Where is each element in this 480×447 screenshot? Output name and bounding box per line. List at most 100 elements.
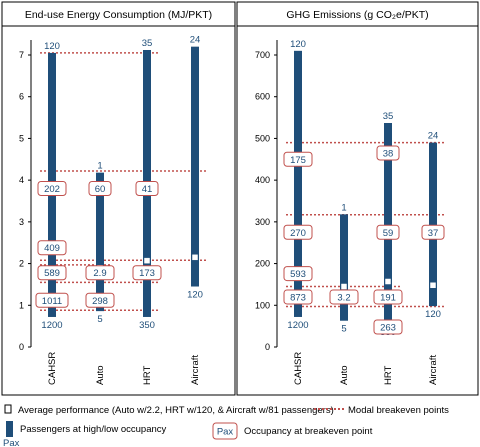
average-marker bbox=[385, 278, 391, 285]
occupancy-label: 2.9 bbox=[93, 268, 106, 279]
top-pax-label: 1 bbox=[97, 161, 102, 172]
range-bar-aircraft bbox=[429, 142, 437, 307]
y-tick-label: 600 bbox=[255, 92, 270, 102]
category-label: CAHSR bbox=[47, 352, 58, 385]
y-tick-label: 500 bbox=[255, 133, 270, 143]
top-pax-label: 1 bbox=[341, 202, 346, 213]
energy-chart: 0 1 2 3 4 5 6 7 120 1200 CAHSR 1 5 Auto 35 350 HRT 24 120 A… bbox=[19, 35, 207, 385]
y-tick-label: 400 bbox=[255, 175, 270, 185]
occupancy-box bbox=[85, 292, 115, 308]
range-bar-hrt bbox=[384, 122, 392, 325]
range-bar-cahsr bbox=[294, 50, 302, 317]
bottom-pax-label: 1200 bbox=[287, 320, 308, 331]
top-pax-label: 24 bbox=[190, 35, 201, 46]
legend-occupancy-swatch bbox=[212, 422, 238, 440]
legend-avg-swatch bbox=[4, 404, 12, 414]
category-label: CAHSR bbox=[293, 352, 304, 385]
occupancy-box bbox=[135, 180, 159, 196]
occupancy-box bbox=[373, 289, 403, 305]
category-label: HRT bbox=[383, 365, 394, 385]
left-title-box bbox=[1, 1, 236, 27]
occupancy-label: 1011 bbox=[42, 296, 62, 307]
occupancy-box bbox=[88, 180, 112, 196]
bottom-pax-label: 5 bbox=[341, 324, 346, 335]
legend-bar-swatch bbox=[6, 421, 13, 437]
occupancy-label: 3.2 bbox=[337, 292, 350, 303]
y-tick-label: 3 bbox=[19, 217, 24, 227]
occupancy-label: 41 bbox=[142, 184, 153, 195]
occupancy-label: 589 bbox=[44, 268, 60, 279]
y-tick-label: 1 bbox=[19, 300, 24, 310]
y-tick-label: 0 bbox=[19, 342, 24, 352]
occupancy-box bbox=[132, 265, 162, 281]
bottom-pax-label: 5 bbox=[97, 314, 102, 325]
occupancy-box bbox=[85, 265, 115, 281]
range-bar-aircraft bbox=[191, 46, 199, 287]
y-tick-label: 7 bbox=[19, 50, 24, 60]
legend-pax-small: Pax bbox=[3, 438, 20, 447]
occupancy-box bbox=[37, 180, 67, 196]
occupancy-label: 59 bbox=[383, 228, 394, 239]
legend-occupancy-label: Occupancy at breakeven point bbox=[244, 426, 373, 437]
y-tick-label: 100 bbox=[255, 300, 270, 310]
legend-bar-label: Passengers at high/low occupancy bbox=[20, 424, 167, 435]
occupancy-box bbox=[421, 224, 445, 240]
occupancy-box bbox=[37, 240, 67, 256]
occupancy-label: 873 bbox=[290, 292, 306, 303]
right-panel-frame bbox=[236, 1, 479, 396]
legend: Average performance (Auto w/2.2, HRT w/1… bbox=[3, 404, 449, 447]
category-label: Aircraft bbox=[428, 355, 439, 385]
left-chart-title: End-use Energy Consumption (MJ/PKT) bbox=[25, 9, 212, 21]
bottom-pax-label: 1200 bbox=[41, 320, 62, 331]
occupancy-box bbox=[376, 224, 400, 240]
occupancy-box bbox=[283, 151, 313, 167]
category-label: Auto bbox=[95, 365, 106, 385]
occupancy-box bbox=[37, 265, 67, 281]
legend-occupancy-pax: Pax bbox=[217, 427, 234, 438]
occupancy-label: 263 bbox=[380, 322, 396, 333]
occupancy-box bbox=[283, 289, 313, 305]
ghg-chart: 0 100 200 300 400 500 600 700 120 1200 CAHSR 1 5 Auto… bbox=[255, 39, 445, 385]
left-panel-frame bbox=[1, 1, 236, 396]
category-label: Auto bbox=[339, 365, 350, 385]
y-tick-label: 300 bbox=[255, 217, 270, 227]
occupancy-box bbox=[376, 145, 400, 161]
average-marker bbox=[192, 254, 198, 261]
top-pax-label: 24 bbox=[428, 131, 439, 142]
range-bar-auto bbox=[340, 214, 348, 321]
average-marker bbox=[341, 283, 347, 290]
average-marker bbox=[144, 257, 150, 264]
top-pax-label: 120 bbox=[44, 41, 60, 52]
occupancy-label: 175 bbox=[290, 155, 306, 166]
top-pax-label: 35 bbox=[383, 111, 394, 122]
bottom-pax-label: 350 bbox=[139, 320, 155, 331]
y-tick-label: 200 bbox=[255, 259, 270, 269]
top-pax-label: 120 bbox=[290, 39, 306, 50]
right-title-box bbox=[236, 1, 479, 27]
occupancy-label: 593 bbox=[290, 269, 306, 280]
y-tick-label: 700 bbox=[255, 50, 270, 60]
occupancy-box bbox=[283, 266, 313, 282]
occupancy-box bbox=[283, 224, 313, 240]
occupancy-label: 191 bbox=[380, 292, 396, 303]
category-label: Aircraft bbox=[190, 355, 201, 385]
occupancy-label: 270 bbox=[290, 228, 306, 239]
range-bar-auto bbox=[96, 172, 104, 312]
y-tick-label: 4 bbox=[19, 175, 24, 185]
category-label: HRT bbox=[142, 365, 153, 385]
occupancy-label: 409 bbox=[44, 243, 60, 254]
occupancy-label: 298 bbox=[92, 296, 108, 307]
occupancy-box bbox=[329, 289, 359, 305]
legend-breakeven-label: Modal breakeven points bbox=[348, 405, 449, 416]
occupancy-label: 37 bbox=[428, 228, 439, 239]
occupancy-label: 60 bbox=[95, 184, 106, 195]
occupancy-label: 202 bbox=[44, 184, 60, 195]
bottom-pax-label: 120 bbox=[425, 309, 441, 320]
average-marker bbox=[430, 282, 436, 289]
top-pax-label: 35 bbox=[142, 38, 153, 49]
right-chart-title: GHG Emissions (g CO₂e/PKT) bbox=[286, 9, 428, 21]
occupancy-box bbox=[35, 292, 69, 308]
legend-avg-label: Average performance (Auto w/2.2, HRT w/1… bbox=[18, 405, 334, 416]
